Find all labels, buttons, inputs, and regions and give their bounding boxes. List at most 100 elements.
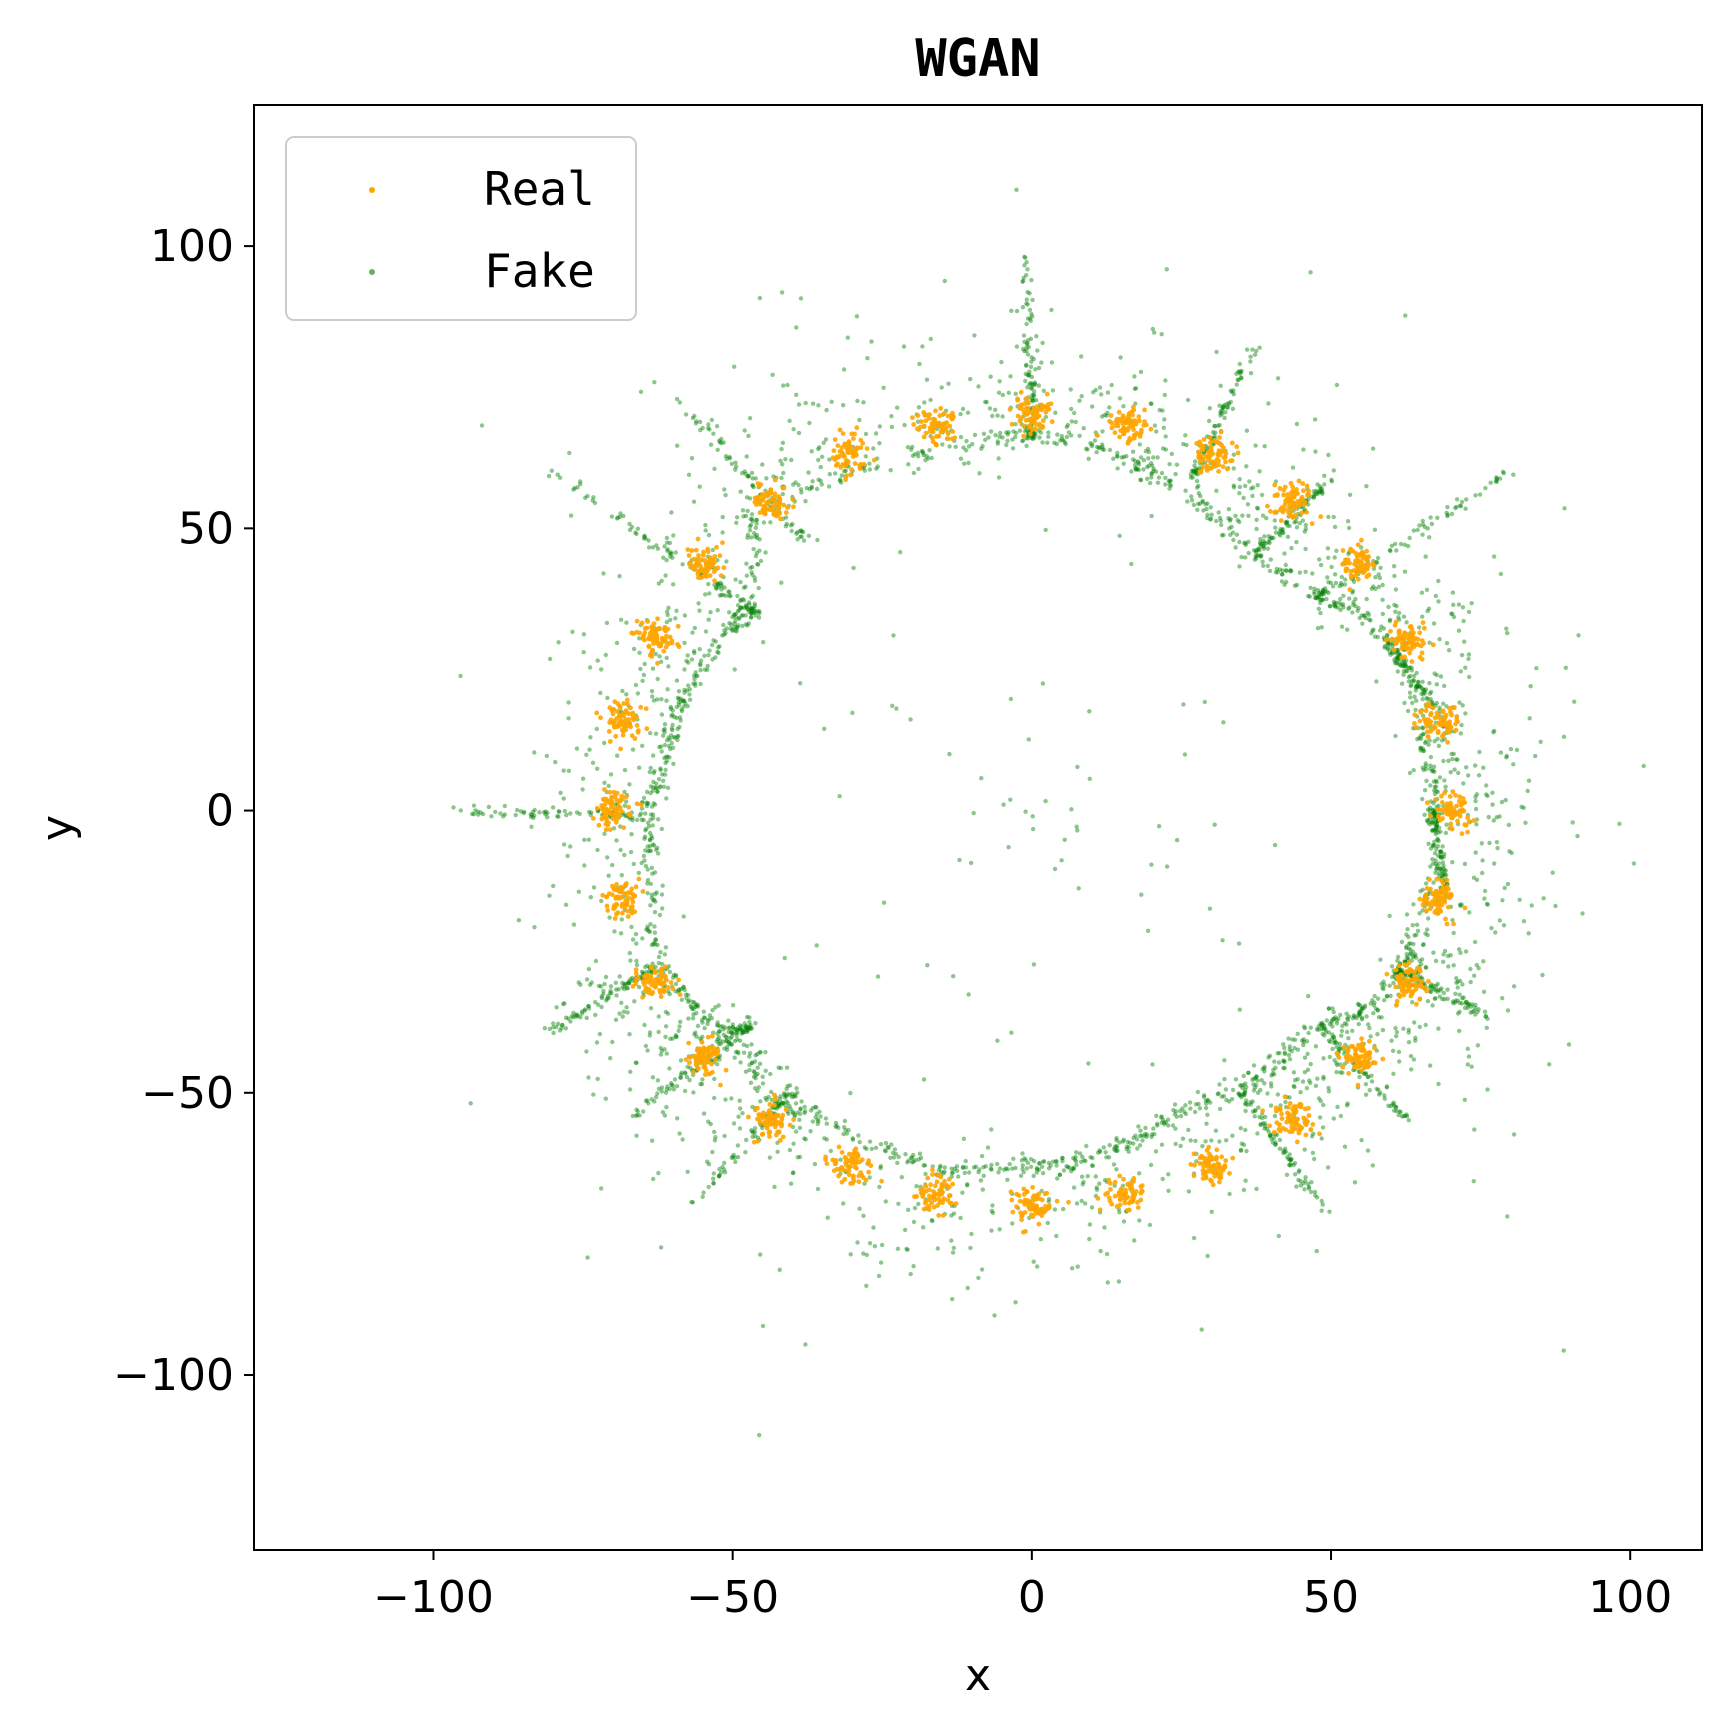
real-point <box>1465 815 1471 821</box>
fake-point <box>708 1121 713 1127</box>
fake-point <box>1404 1112 1409 1117</box>
fake-point <box>883 1199 888 1204</box>
fake-point <box>863 454 868 459</box>
fake-point <box>1402 1113 1408 1119</box>
fake-point <box>532 807 537 813</box>
fake-point <box>733 1049 739 1055</box>
fake-point <box>1140 1138 1145 1143</box>
fake-point <box>1357 615 1362 621</box>
fake-point <box>1137 442 1143 447</box>
fake-point <box>1363 1071 1369 1076</box>
fake-point <box>690 999 695 1005</box>
fake-point <box>1023 371 1028 377</box>
real-point <box>1388 628 1393 634</box>
real-point <box>1344 1059 1350 1065</box>
fake-point <box>1294 421 1300 427</box>
fake-point <box>618 847 623 853</box>
fake-point <box>589 980 594 985</box>
fake-point <box>1093 1174 1099 1179</box>
fake-point <box>1312 1189 1318 1195</box>
fake-point <box>746 600 752 605</box>
fake-point <box>783 524 789 529</box>
fake-point <box>1079 1159 1084 1165</box>
fake-point <box>1030 826 1036 832</box>
fake-point <box>1256 1105 1261 1110</box>
fake-point <box>1043 527 1048 533</box>
fake-point <box>755 1051 760 1057</box>
fake-point <box>1020 305 1026 310</box>
fake-point <box>1459 902 1464 907</box>
fake-point <box>1375 555 1381 561</box>
fake-point <box>754 532 759 538</box>
fake-point <box>586 1004 591 1009</box>
fake-point <box>1436 578 1441 584</box>
fake-point <box>1251 1088 1257 1093</box>
fake-point <box>717 1029 722 1034</box>
fake-point <box>628 849 634 855</box>
fake-point <box>708 442 714 447</box>
fake-point <box>1258 540 1263 545</box>
fake-point <box>1457 1000 1462 1005</box>
fake-point <box>700 1194 705 1200</box>
real-point <box>1393 641 1399 646</box>
fake-point <box>1326 452 1331 458</box>
fake-point <box>1320 587 1326 593</box>
fake-point <box>1271 1067 1276 1073</box>
fake-point <box>1326 555 1331 560</box>
real-point <box>1372 1060 1378 1066</box>
fake-point <box>1438 855 1443 860</box>
fake-point <box>1200 498 1205 504</box>
fake-point <box>1214 518 1219 524</box>
fake-point <box>657 744 662 750</box>
fake-point <box>1025 302 1030 307</box>
fake-point <box>644 927 649 932</box>
fake-point <box>1403 669 1409 674</box>
fake-point <box>784 521 789 527</box>
fake-point <box>1124 454 1129 459</box>
real-point <box>1336 1055 1342 1060</box>
real-point <box>1207 435 1213 440</box>
fake-point <box>1188 1138 1193 1143</box>
fake-point <box>578 482 583 487</box>
fake-point <box>643 811 648 816</box>
fake-point <box>816 446 821 452</box>
fake-point <box>1024 260 1029 265</box>
fake-point <box>793 1101 799 1106</box>
fake-point <box>1111 456 1116 461</box>
fake-point <box>1052 1207 1058 1212</box>
fake-point <box>1166 1123 1171 1128</box>
fake-point <box>648 922 653 927</box>
fake-point <box>995 1038 1000 1043</box>
fake-point <box>1282 1059 1287 1064</box>
fake-point <box>1394 1105 1399 1110</box>
fake-point <box>1024 348 1029 353</box>
fake-point <box>694 419 699 424</box>
fake-point <box>1412 673 1417 678</box>
fake-point <box>1030 382 1035 388</box>
real-point <box>1392 622 1398 628</box>
fake-point <box>666 735 671 740</box>
fake-point <box>1494 477 1500 482</box>
fake-point <box>1189 494 1194 499</box>
fake-point <box>1305 1067 1311 1073</box>
fake-point <box>1561 1348 1566 1353</box>
real-point <box>1272 493 1278 498</box>
fake-point <box>1431 880 1436 885</box>
fake-point <box>883 1149 888 1154</box>
fake-point <box>1437 775 1443 780</box>
fake-point <box>1436 861 1442 866</box>
real-point <box>1401 980 1407 985</box>
fake-point <box>1198 493 1203 499</box>
fake-point <box>1435 989 1440 994</box>
fake-point <box>1260 1066 1265 1072</box>
fake-point <box>1386 1103 1391 1109</box>
fake-point <box>722 585 727 590</box>
fake-point <box>1099 414 1105 419</box>
fake-point <box>1314 1248 1319 1254</box>
fake-point <box>1030 436 1036 442</box>
fake-point <box>1290 1037 1295 1042</box>
fake-point <box>1133 462 1138 468</box>
fake-point <box>997 434 1002 439</box>
fake-point <box>745 623 750 628</box>
real-point <box>1362 569 1367 575</box>
